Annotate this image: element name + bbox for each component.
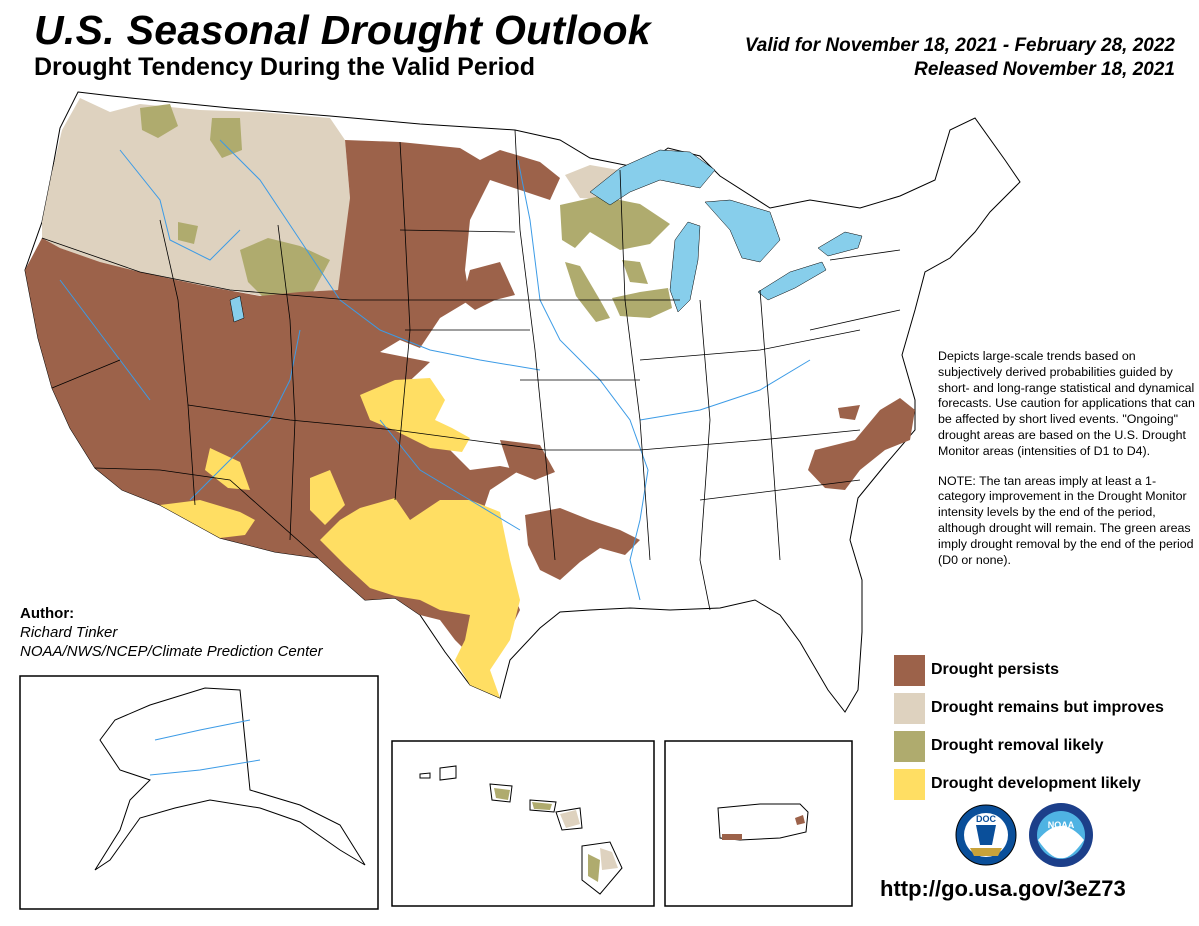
development-region-texas	[320, 498, 520, 698]
doc-seal-logo: DOC	[955, 804, 1017, 866]
legend-label-development: Drought development likely	[931, 775, 1141, 792]
description-panel: Depicts large-scale trends based on subj…	[938, 349, 1199, 582]
noaa-logo-text: NOAA	[1048, 820, 1075, 830]
removal-region-id	[178, 222, 198, 244]
development-region-nm	[310, 470, 345, 525]
valid-period: Valid for November 18, 2021 - February 2…	[744, 35, 1175, 56]
legend-swatch-improves	[894, 693, 925, 724]
legend-item-improves: Drought remains but improves	[894, 693, 1199, 724]
legend-item-persists: Drought persists	[894, 655, 1199, 686]
legend-label-persists: Drought persists	[931, 661, 1060, 678]
author-label: Author:	[20, 605, 75, 622]
lake-superior	[589, 149, 716, 206]
removal-region-wy-ut	[240, 238, 330, 300]
great-salt-lake	[229, 295, 245, 323]
legend-label-removal: Drought removal likely	[931, 737, 1104, 754]
noaa-logo: NOAA	[1029, 803, 1093, 867]
rivers	[59, 139, 811, 601]
legend-swatch-removal	[894, 731, 925, 762]
persists-region-carolinas	[808, 398, 915, 490]
description-note: NOTE: The tan areas imply at least a 1-c…	[938, 473, 1194, 567]
lake-michigan	[669, 221, 701, 313]
lake-huron	[704, 199, 781, 263]
persists-region-southeast-tx	[525, 508, 640, 580]
legend-label-improves: Drought remains but improves	[931, 699, 1164, 716]
removal-region-upper-midwest	[560, 196, 670, 250]
development-region-arizona	[160, 448, 255, 538]
author-organization: NOAA/NWS/NCEP/Climate Prediction Center	[20, 643, 323, 660]
persists-region-ne-mo	[462, 262, 515, 310]
lake-erie	[757, 261, 827, 301]
development-region-co-ks-ok	[360, 378, 470, 452]
puerto-rico-persists-fill	[722, 815, 805, 840]
removal-region-iowa	[565, 262, 610, 322]
hawaii-removal-fill	[494, 788, 600, 882]
hawaii-inset	[391, 740, 655, 907]
description-paragraph-1: Depicts large-scale trends based on subj…	[938, 349, 1195, 458]
removal-region-illinois	[612, 288, 672, 318]
author-block: Author: Richard Tinker NOAA/NWS/NCEP/Cli…	[20, 604, 323, 661]
map-subtitle: Drought Tendency During the Valid Period	[34, 53, 535, 81]
legend-item-development: Drought development likely	[894, 769, 1199, 800]
hawaii-improves-fill	[560, 810, 618, 870]
legend-swatch-development	[894, 769, 925, 800]
removal-region-wisconsin	[622, 260, 648, 284]
author-name: Richard Tinker	[20, 624, 118, 641]
alaska-landmass	[94, 687, 366, 871]
state-borders	[41, 129, 901, 611]
validity-block: Valid for November 18, 2021 - February 2…	[745, 34, 1175, 82]
lake-ontario	[817, 231, 863, 257]
legend-item-removal: Drought removal likely	[894, 731, 1199, 762]
release-date: Released November 18, 2021	[914, 59, 1175, 80]
product-url-link[interactable]: http://go.usa.gov/3eZ73	[880, 876, 1126, 901]
removal-region-wa	[140, 104, 178, 138]
alaska-rivers	[149, 719, 261, 776]
map-title: U.S. Seasonal Drought Outlook	[34, 7, 651, 53]
persists-region-ok	[500, 440, 555, 480]
doc-seal-text: DOC	[976, 814, 997, 824]
removal-region-id-mt	[210, 118, 242, 158]
legend-swatch-persists	[894, 655, 925, 686]
